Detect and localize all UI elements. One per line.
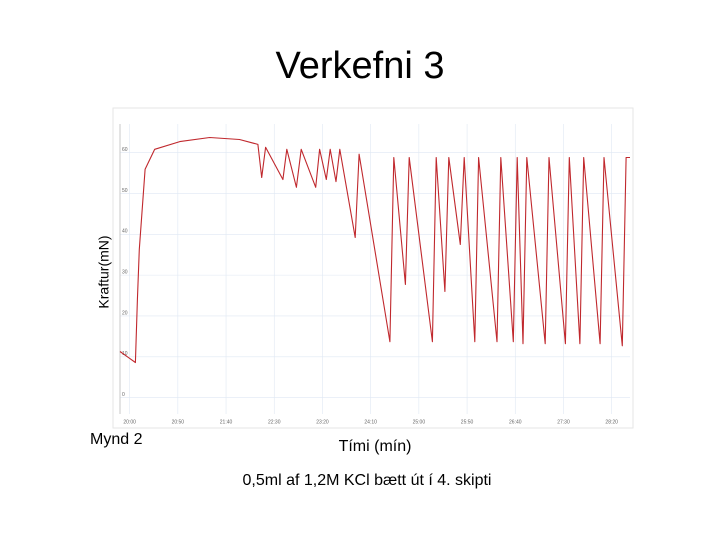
x-tick-label: 21:40	[220, 419, 233, 425]
slide-title: Verkefni 3	[276, 45, 445, 87]
x-tick-label: 22:30	[268, 419, 281, 425]
x-tick-label: 25:00	[413, 419, 426, 425]
x-tick-label: 25:50	[461, 419, 474, 425]
x-tick-label: 24:10	[364, 419, 377, 425]
chart-panel	[112, 107, 634, 429]
y-tick-label: 20	[122, 310, 128, 316]
x-tick-label: 20:50	[172, 419, 185, 425]
y-tick-label: 50	[122, 188, 128, 194]
x-tick-label: 26:40	[509, 419, 522, 425]
y-axis-label: Kraftur(mN)	[96, 235, 112, 308]
x-tick-label: 28:20	[605, 419, 618, 425]
y-tick-label: 0	[122, 392, 125, 398]
caption: 0,5ml af 1,2M KCl bætt út í 4. skipti	[243, 472, 492, 489]
y-tick-label: 10	[122, 351, 128, 357]
trace	[119, 136, 630, 364]
figure-label: Mynd 2	[90, 431, 143, 448]
x-tick-label: 20:00	[123, 419, 136, 425]
x-tick-label: 27:30	[557, 419, 570, 425]
x-tick-label: 23:20	[316, 419, 329, 425]
x-axis-label: Tími (mín)	[339, 438, 412, 455]
y-tick-label: 40	[122, 229, 128, 235]
y-tick-label: 30	[122, 269, 128, 275]
y-tick-label: 60	[122, 147, 128, 153]
